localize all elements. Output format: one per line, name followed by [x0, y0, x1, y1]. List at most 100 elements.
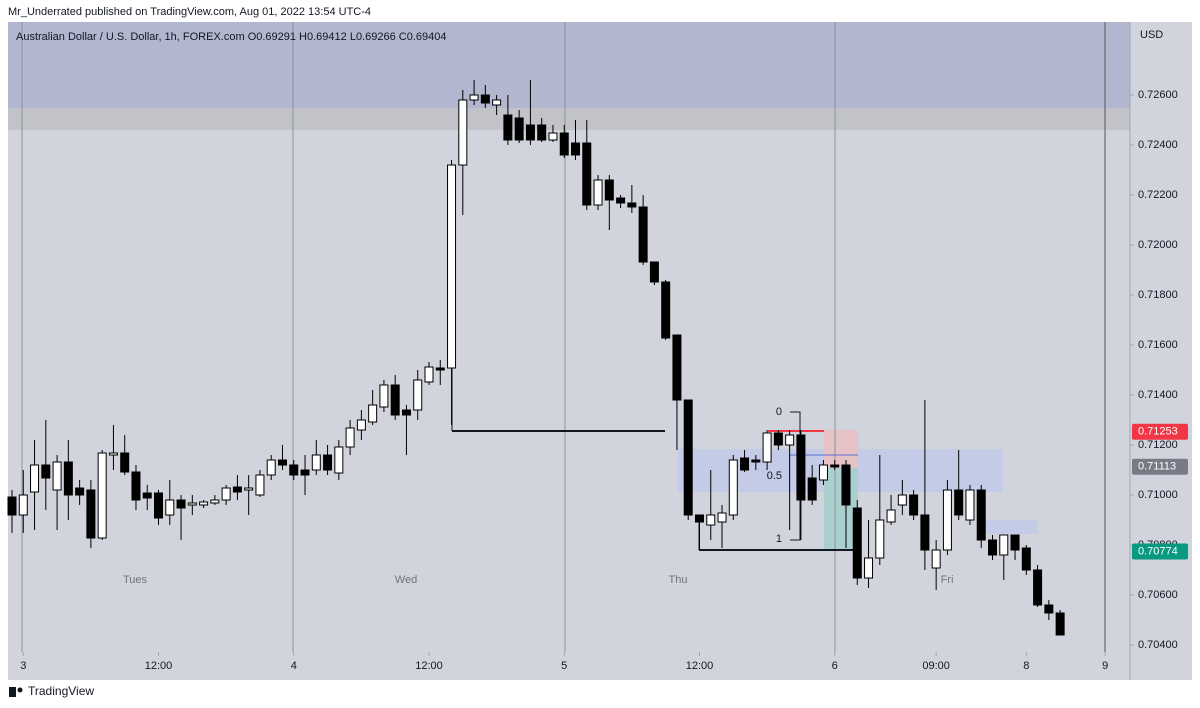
candle-body [548, 132, 558, 141]
candle-body [785, 434, 795, 446]
candle-body [480, 94, 490, 104]
x-tick-label: 3 [20, 660, 26, 672]
candle-body [807, 477, 817, 501]
candle-body [864, 557, 874, 579]
y-tick-label: 0.71800 [1138, 289, 1178, 301]
candle-body [1055, 612, 1065, 636]
candle-body [886, 509, 896, 523]
candle-body [694, 514, 704, 523]
candle-body [672, 334, 682, 401]
candle-body [97, 452, 107, 539]
candle-body [976, 489, 986, 541]
candle-body [649, 261, 659, 283]
candle-body [356, 419, 366, 431]
candle-body [52, 461, 62, 491]
candle-body [818, 464, 828, 481]
candle-body [582, 142, 592, 206]
candle-body [841, 464, 851, 506]
candle-body [154, 492, 164, 519]
supply-zone [8, 22, 1130, 108]
day-label: Wed [395, 574, 417, 586]
candle-body [514, 117, 524, 141]
candle-body [108, 452, 118, 456]
candle-body [447, 164, 457, 369]
price-badge [1132, 423, 1188, 440]
candle-body [458, 99, 468, 166]
candle-body [41, 464, 51, 479]
candle-body [176, 499, 186, 509]
y-tick-label: 0.71400 [1138, 389, 1178, 401]
y-tick-label: 0.72000 [1138, 239, 1178, 251]
candle-body [1021, 547, 1031, 571]
price-badge-label: 0.71113 [1138, 461, 1176, 473]
candle-body [435, 367, 445, 371]
candle-body [75, 487, 85, 496]
fib-label: 0 [776, 406, 782, 418]
candle-body [345, 427, 355, 448]
candle-body [142, 492, 152, 499]
candle-body [954, 489, 964, 516]
candle-body [334, 446, 344, 474]
candle-body [368, 404, 378, 423]
candle-body [852, 507, 862, 579]
candle-body [717, 512, 727, 523]
session-lines [21, 22, 1106, 652]
x-tick-label: 5 [561, 660, 567, 672]
candle-body [638, 206, 648, 263]
candle-body [311, 454, 321, 471]
candle-body [63, 461, 73, 496]
candle-body [988, 539, 998, 556]
candle-body [199, 501, 209, 506]
candle-body [762, 432, 772, 463]
logo: TradingView [9, 684, 94, 698]
candle-body [379, 384, 389, 408]
candle-body [706, 514, 716, 526]
x-tick-label: 4 [291, 660, 297, 672]
candle-body [424, 366, 434, 383]
candle-body [909, 494, 919, 516]
candle-body [920, 514, 930, 551]
candle-body [300, 469, 310, 476]
candle-body [266, 459, 276, 476]
candle-body [30, 464, 40, 493]
logo-mark [9, 687, 16, 697]
stop-zone [824, 430, 858, 468]
candle-body [875, 519, 885, 559]
logo-mark [17, 687, 23, 693]
candle-body [616, 197, 626, 204]
symbol-title: Australian Dollar / U.S. Dollar, 1h, FOR… [16, 31, 446, 43]
candle-body [751, 459, 761, 463]
candle-body [1010, 534, 1020, 551]
candle-body [390, 384, 400, 416]
small-zone [985, 520, 1038, 534]
candle-body [18, 494, 28, 516]
candle-body [571, 142, 581, 156]
candle-body [604, 179, 614, 201]
candle-body [1044, 604, 1054, 614]
candle-body [942, 489, 952, 551]
axis-unit: USD [1140, 29, 1163, 41]
candle-body [7, 496, 17, 516]
candle-body [492, 99, 502, 106]
price-badge-label: 0.70774 [1138, 545, 1178, 557]
candle-body [773, 432, 783, 446]
y-tick-label: 0.72400 [1138, 139, 1178, 151]
y-tick-label: 0.71600 [1138, 339, 1178, 351]
x-tick-label: 6 [832, 660, 838, 672]
candle-body [323, 454, 333, 471]
candle-body [796, 434, 806, 501]
x-tick-label: 9 [1102, 660, 1108, 672]
candle-body [965, 489, 975, 521]
candle-body [683, 399, 693, 516]
candle-body [830, 464, 840, 468]
candle-body [86, 489, 96, 539]
candle-body [469, 94, 479, 101]
x-tick-label: 12:00 [686, 660, 714, 672]
y-tick-label: 0.71200 [1138, 439, 1178, 451]
candle-body [289, 464, 299, 476]
x-tick-label: 12:00 [415, 660, 443, 672]
footer-brand: TradingView [28, 684, 94, 698]
target-zone [824, 468, 858, 550]
candle-body [999, 534, 1009, 556]
